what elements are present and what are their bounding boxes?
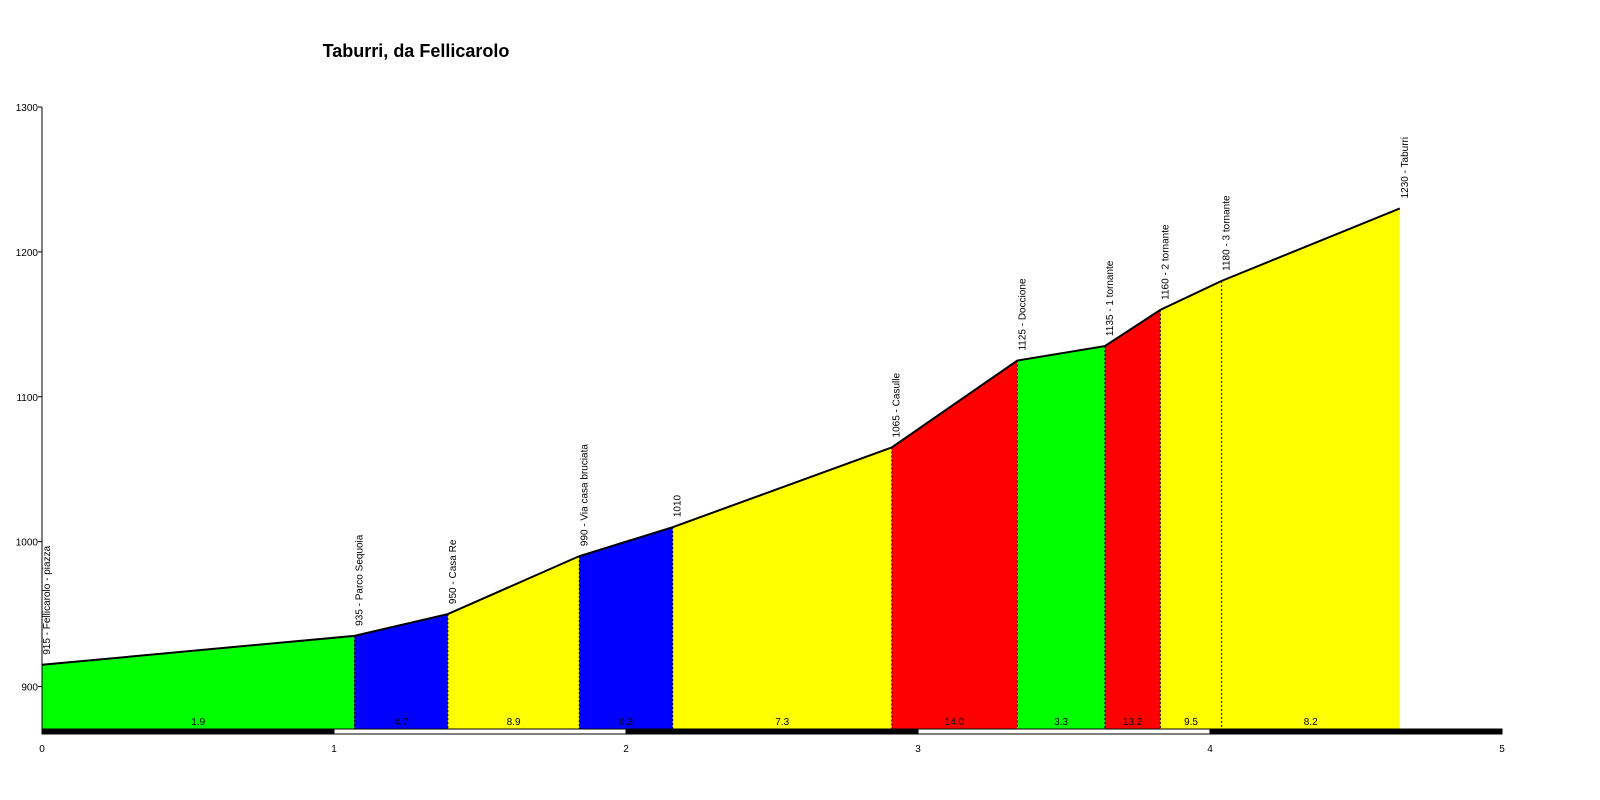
grade-label: 7.3 [775, 717, 789, 728]
segment-area [42, 635, 355, 730]
chart-title: Taburri, da Fellicarolo [323, 41, 510, 61]
point-label: 915 - Fellicarolo - piazza [42, 545, 53, 654]
segment-area [1104, 309, 1161, 730]
point-label: 1125 - Doccione [1017, 278, 1028, 351]
grade-labels: 1.9 4.7 8.9 6.3 7.3 14.0 3.3 13.2 9.5 8.2 [191, 717, 1318, 728]
x-axis-km-bar [625, 728, 919, 735]
x-tick-label: 4 [1207, 744, 1213, 755]
point-label: 935 - Parco Sequoia [354, 534, 365, 626]
segment-area [672, 447, 892, 730]
y-axis: 900 1000 1100 1200 1300 [16, 103, 43, 730]
point-label: 1135 - 1 tornante [1105, 260, 1116, 336]
segment-area [579, 527, 673, 730]
y-tick-label: 1300 [16, 103, 39, 114]
grade-label: 6.3 [619, 717, 633, 728]
point-label: 1160 - 2 tornante [1160, 224, 1171, 300]
grade-label: 9.5 [1184, 717, 1198, 728]
x-tick-label: 2 [623, 744, 629, 755]
x-axis: 0 1 2 3 4 5 [39, 728, 1505, 755]
segment-area [891, 360, 1018, 730]
grade-label: 8.9 [507, 717, 521, 728]
point-label: 1180 - 3 tornante [1222, 195, 1233, 271]
elevation-segments [42, 208, 1400, 731]
segment-area [1017, 346, 1105, 730]
x-axis-km-bar [1209, 728, 1503, 735]
grade-label: 13.2 [1123, 717, 1143, 728]
grade-label: 14.0 [945, 717, 965, 728]
y-tick-label: 900 [21, 683, 38, 694]
x-tick-label: 3 [915, 744, 921, 755]
point-label: 1230 - Taburri [1400, 137, 1411, 199]
x-tick-label: 1 [331, 744, 337, 755]
grade-label: 3.3 [1054, 717, 1068, 728]
x-axis-km-bar [333, 728, 627, 735]
point-label: 950 - Casa Re [448, 539, 459, 604]
segment-area [447, 556, 580, 730]
point-label: 990 - Via casa bruciata [579, 444, 590, 547]
grade-label: 4.7 [394, 717, 408, 728]
x-tick-label: 5 [1499, 744, 1505, 755]
y-tick-label: 1000 [16, 538, 39, 549]
x-tick-label: 0 [39, 744, 45, 755]
segment-dividers [353, 280, 1223, 730]
grade-label: 1.9 [191, 717, 205, 728]
segment-area [1160, 280, 1222, 730]
segment-area [1221, 208, 1400, 731]
y-tick-label: 1100 [16, 393, 38, 404]
point-labels: 915 - Fellicarolo - piazza 935 - Parco Se… [42, 137, 1411, 655]
point-label: 1010 [673, 494, 684, 517]
point-label: 1065 - Casulle [892, 373, 903, 438]
grade-label: 8.2 [1304, 717, 1318, 728]
y-tick-label: 1200 [16, 248, 39, 259]
elevation-profile-line [41, 207, 1401, 666]
x-axis-km-bar [41, 728, 335, 735]
segment-area [354, 614, 448, 730]
x-axis-km-bar [917, 728, 1211, 735]
